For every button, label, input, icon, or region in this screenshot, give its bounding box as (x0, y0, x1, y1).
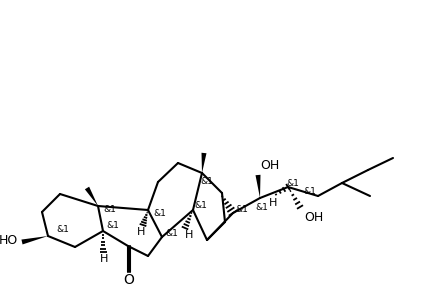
Text: &1: &1 (104, 205, 116, 214)
Text: &1: &1 (236, 205, 249, 213)
Polygon shape (201, 153, 207, 173)
Polygon shape (21, 236, 48, 245)
Text: &1: &1 (56, 225, 69, 234)
Text: OH: OH (304, 211, 323, 224)
Text: H: H (100, 254, 108, 264)
Text: &1: &1 (107, 222, 119, 231)
Text: &1: &1 (304, 187, 316, 196)
Text: H: H (269, 198, 277, 208)
Text: &1: &1 (194, 202, 208, 210)
Text: &1: &1 (166, 228, 178, 237)
Text: &1: &1 (287, 179, 299, 187)
Text: OH: OH (260, 159, 279, 172)
Text: H: H (137, 227, 145, 237)
Text: HO: HO (0, 234, 18, 248)
Text: O: O (124, 273, 135, 287)
Polygon shape (256, 175, 260, 198)
Polygon shape (85, 187, 98, 206)
Text: &1: &1 (256, 204, 268, 213)
Text: &1: &1 (201, 176, 213, 185)
Text: H: H (185, 230, 193, 240)
Text: &1: &1 (153, 210, 166, 219)
